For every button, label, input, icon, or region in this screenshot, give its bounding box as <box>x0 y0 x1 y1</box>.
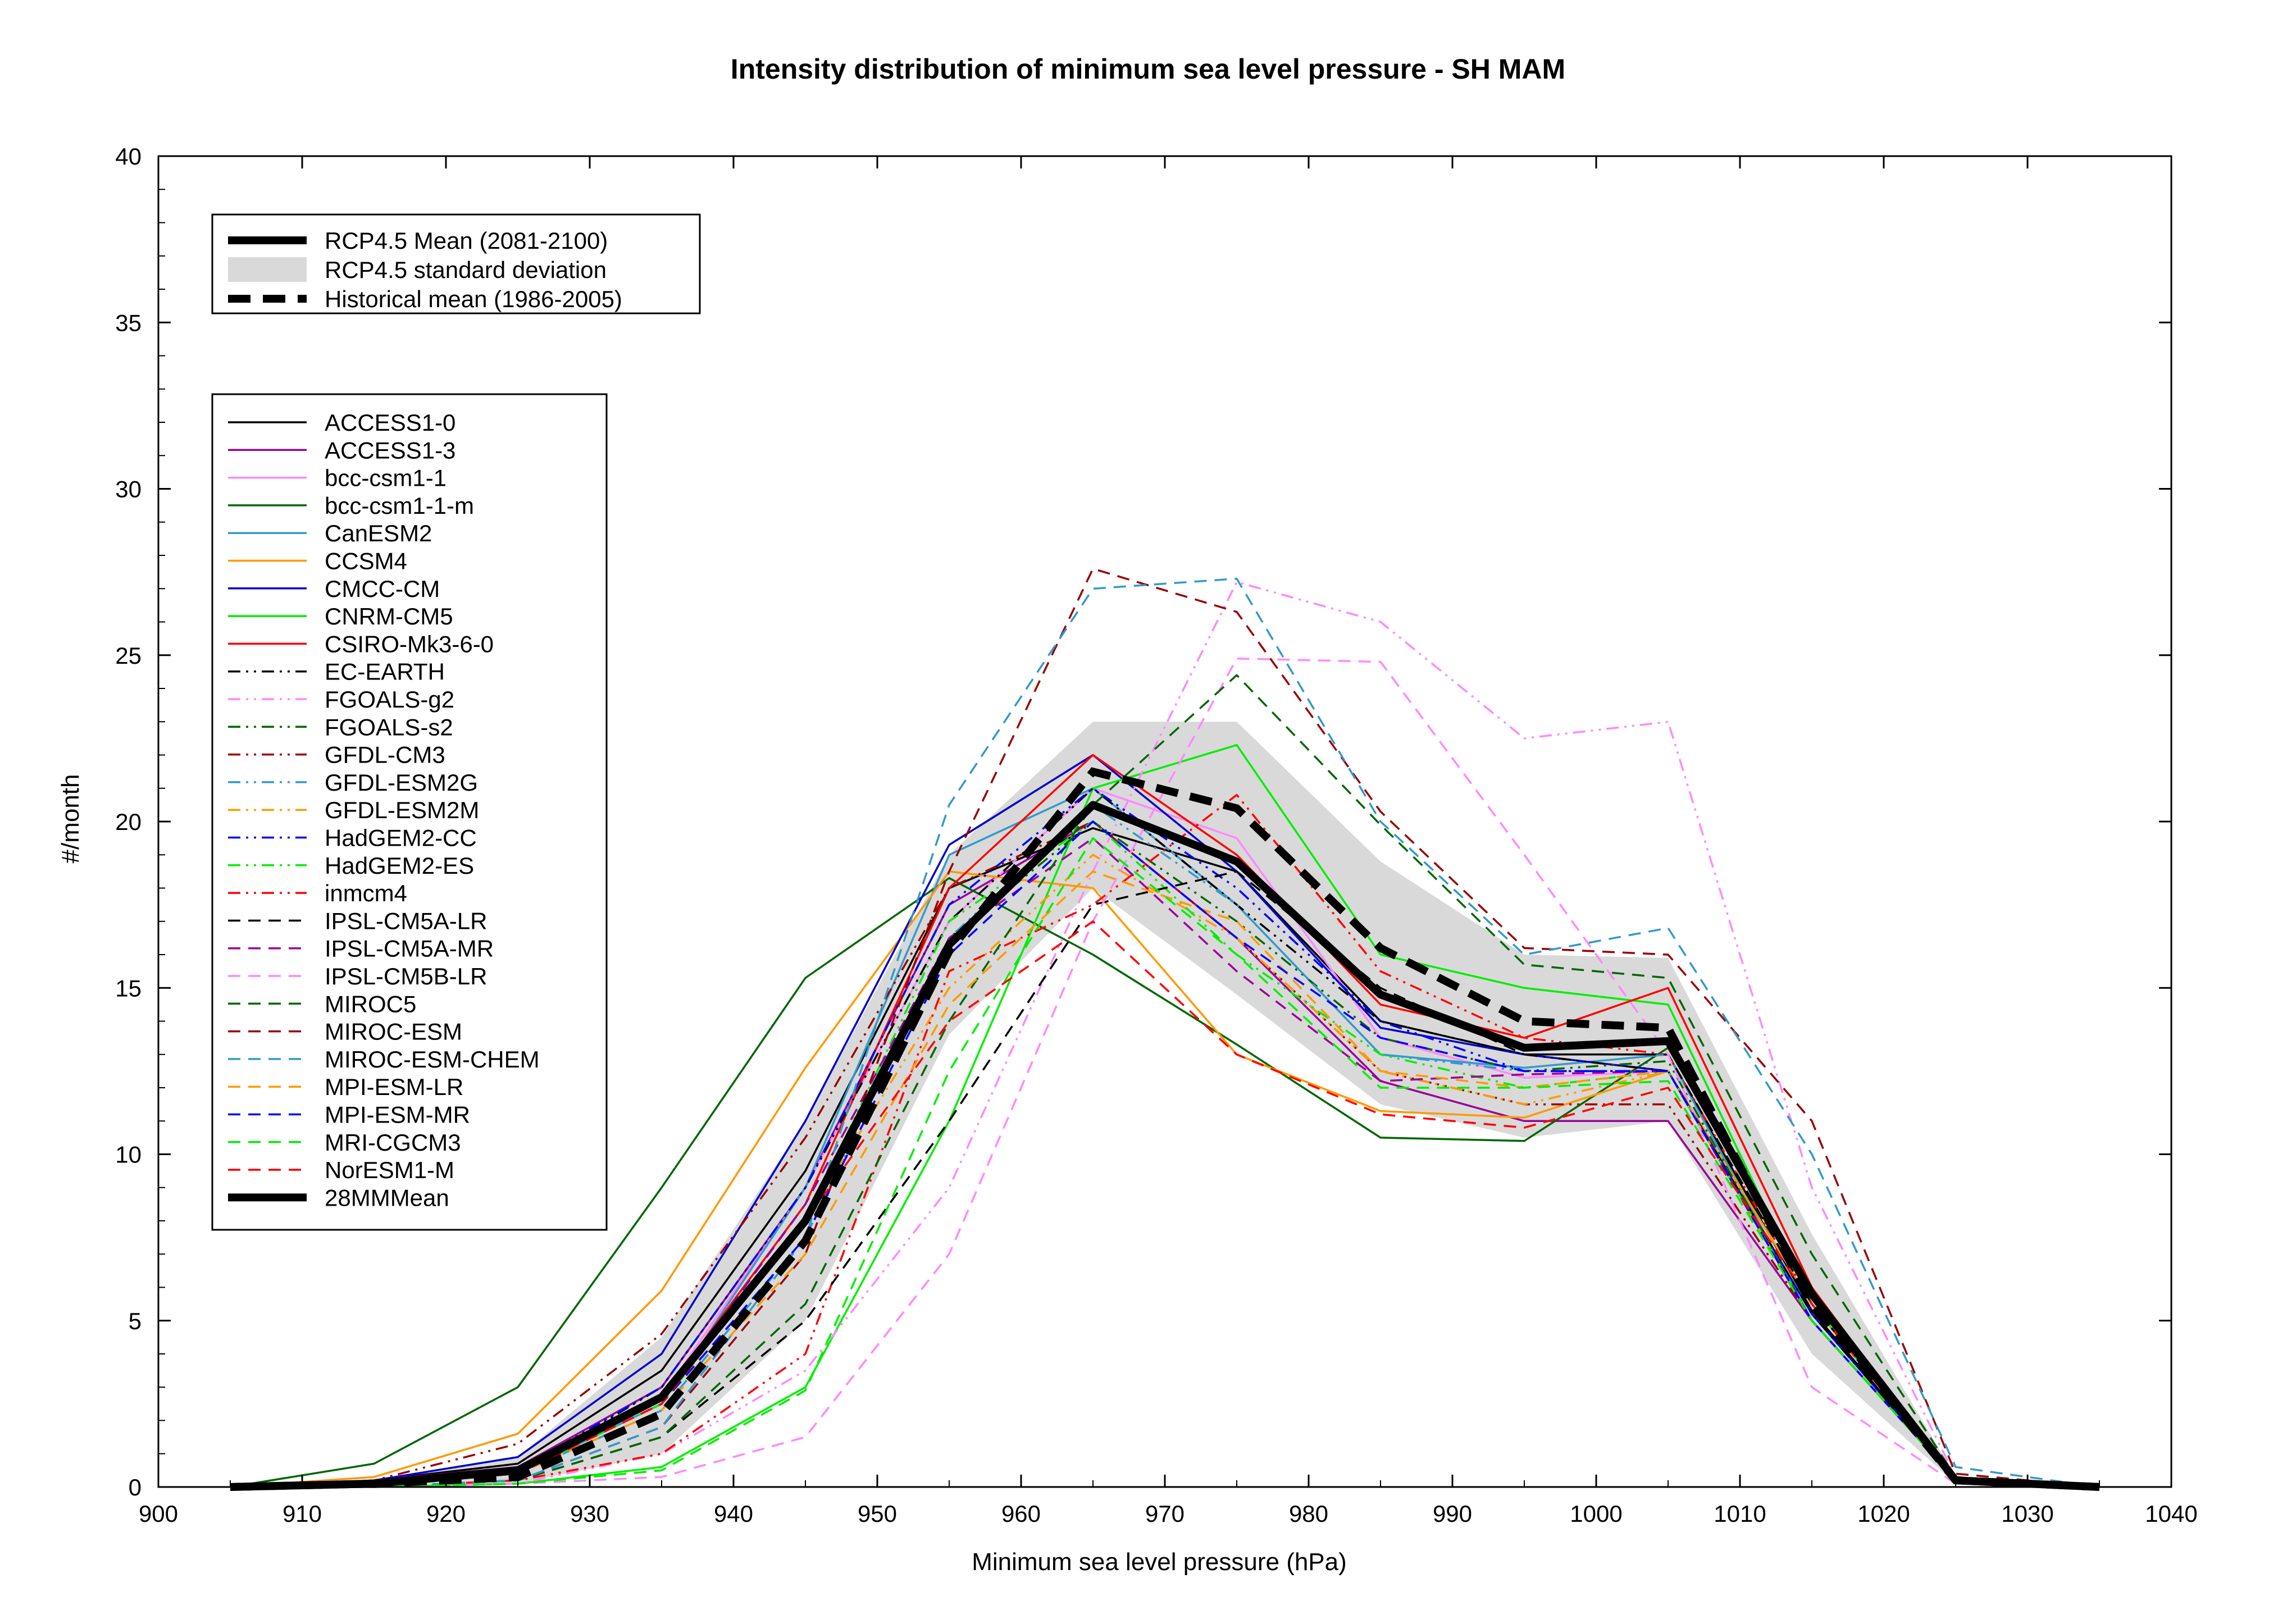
legend-label: IPSL-CM5B-LR <box>325 963 487 989</box>
x-tick-label: 920 <box>426 1500 466 1527</box>
legend-label: IPSL-CM5A-LR <box>325 907 487 934</box>
x-tick-label: 1000 <box>1570 1500 1622 1527</box>
series-line-MRI-CGCM3 <box>230 837 2100 1488</box>
summary-legend: RCP4.5 Mean (2081-2100) RCP4.5 standard d… <box>211 213 701 314</box>
legend-label: NorESM1-M <box>325 1157 454 1183</box>
x-tick-label: 910 <box>283 1500 322 1527</box>
y-tick-label: 30 <box>115 476 142 503</box>
series-line-MIROC5 <box>230 674 2100 1488</box>
legend-label: GFDL-ESM2M <box>325 797 479 823</box>
legend-label: CanESM2 <box>325 520 432 546</box>
x-tick-label: 1040 <box>2145 1500 2197 1527</box>
y-tick-label: 35 <box>115 309 142 336</box>
legend-label: MRI-CGCM3 <box>325 1129 461 1156</box>
x-tick-label: 950 <box>858 1500 897 1527</box>
x-axis-label: Minimum sea level pressure (hPa) <box>972 1548 1347 1576</box>
legend-label: CMCC-CM <box>325 576 440 602</box>
legend-label: inmcm4 <box>325 880 407 906</box>
x-tick-label: 900 <box>139 1500 178 1527</box>
legend-label: ACCESS1-0 <box>325 409 455 436</box>
legend-label: FGOALS-g2 <box>325 686 454 713</box>
legend-label: HadGEM2-CC <box>325 825 477 851</box>
y-tick-label: 25 <box>115 642 142 669</box>
summary-legend-label: Historical mean (1986-2005) <box>325 286 622 312</box>
x-tick-label: 1030 <box>2001 1500 2053 1527</box>
y-tick-label: 20 <box>115 809 142 835</box>
legend-label: CCSM4 <box>325 548 407 574</box>
legend-label: MIROC-ESM <box>325 1019 462 1045</box>
series-line-HadGEM2-CC <box>230 787 2100 1488</box>
y-tick-label: 5 <box>129 1308 142 1334</box>
x-tick-label: 960 <box>1001 1500 1041 1527</box>
x-tick-label: 990 <box>1433 1500 1472 1527</box>
series-line-MIROC-ESM-CHEM <box>230 577 2100 1488</box>
y-tick-label: 10 <box>115 1142 142 1168</box>
x-tick-label: 980 <box>1289 1500 1328 1527</box>
x-tick-label: 930 <box>570 1500 609 1527</box>
legend-label: ACCESS1-3 <box>325 437 455 463</box>
x-tick-label: 1020 <box>1857 1500 1910 1527</box>
x-tick-label: 940 <box>714 1500 753 1527</box>
legend-label: MIROC5 <box>325 991 416 1017</box>
plot-area: 900 910 920 930 940 950 960 970 980 990 1000 1010 10… <box>115 143 2197 1527</box>
legend-label: CSIRO-Mk3-6-0 <box>325 631 494 657</box>
y-axis-label: #/month <box>57 774 84 864</box>
legend-label: FGOALS-s2 <box>325 714 453 740</box>
legend-label: IPSL-CM5A-MR <box>325 936 494 962</box>
model-legend: ACCESS1-0ACCESS1-3bcc-csm1-1bcc-csm1-1-m… <box>211 393 608 1231</box>
summary-legend-label: RCP4.5 Mean (2081-2100) <box>325 227 608 254</box>
y-tick-label: 15 <box>115 975 142 1001</box>
legend-label: MIROC-ESM-CHEM <box>325 1046 540 1073</box>
legend-label: GFDL-ESM2G <box>325 769 478 796</box>
legend-label: CNRM-CM5 <box>325 603 453 629</box>
legend-swatch-std <box>228 257 307 282</box>
chart-title: Intensity distribution of minimum sea le… <box>731 53 1565 85</box>
series-line-EC-EARTH <box>230 787 2100 1488</box>
x-tick-label: 1010 <box>1714 1500 1766 1527</box>
legend-label: bcc-csm1-1 <box>325 465 447 491</box>
series-line-FGOALS-g2 <box>230 581 2100 1488</box>
legend-label: 28MMMean <box>325 1184 449 1211</box>
x-tick-label: 970 <box>1145 1500 1185 1527</box>
summary-legend-label: RCP4.5 standard deviation <box>325 257 607 283</box>
series-line-GFDL-CM3 <box>230 820 2100 1488</box>
legend-label: HadGEM2-ES <box>325 852 474 879</box>
y-tick-label: 0 <box>129 1474 142 1500</box>
legend-label: MPI-ESM-MR <box>325 1102 470 1128</box>
rcp45-mean-line <box>230 801 2100 1491</box>
legend-label: GFDL-CM3 <box>325 742 445 768</box>
y-tick-label: 40 <box>115 143 142 170</box>
legend-label: MPI-ESM-LR <box>325 1074 463 1100</box>
legend-label: bcc-csm1-1-m <box>325 492 474 519</box>
legend-label: EC-EARTH <box>325 659 445 685</box>
